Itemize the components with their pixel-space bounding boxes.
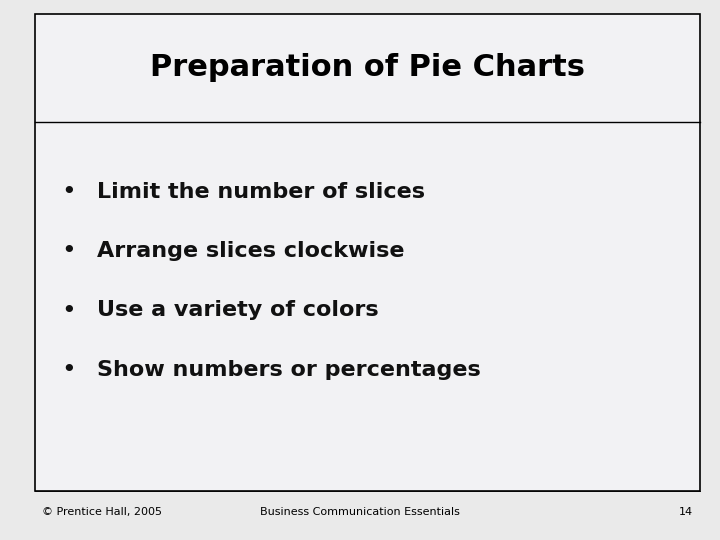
- Text: Use a variety of colors: Use a variety of colors: [97, 300, 379, 321]
- Text: Arrange slices clockwise: Arrange slices clockwise: [97, 241, 405, 261]
- Text: Business Communication Essentials: Business Communication Essentials: [260, 507, 460, 517]
- Text: Limit the number of slices: Limit the number of slices: [97, 181, 426, 202]
- FancyBboxPatch shape: [35, 14, 700, 491]
- Text: •: •: [61, 299, 76, 322]
- Text: •: •: [61, 180, 76, 204]
- Text: •: •: [61, 239, 76, 263]
- Text: 14: 14: [678, 507, 693, 517]
- Text: © Prentice Hall, 2005: © Prentice Hall, 2005: [42, 507, 162, 517]
- Text: Preparation of Pie Charts: Preparation of Pie Charts: [150, 53, 585, 82]
- Text: Show numbers or percentages: Show numbers or percentages: [97, 360, 481, 380]
- Text: •: •: [61, 358, 76, 382]
